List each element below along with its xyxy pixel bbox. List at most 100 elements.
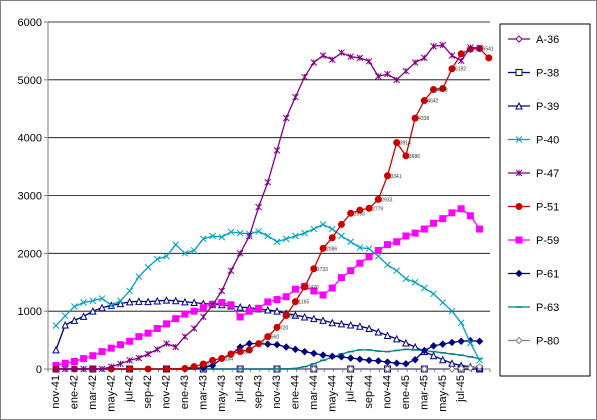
data-point	[209, 302, 216, 309]
legend-label: P-51	[536, 202, 559, 214]
data-point	[153, 296, 162, 305]
data-point	[172, 241, 180, 249]
data-point	[107, 344, 115, 352]
data-point	[402, 275, 410, 283]
data-point	[328, 56, 336, 63]
data-point	[346, 354, 355, 362]
data-point	[126, 365, 134, 373]
x-tick-label: may-43	[216, 375, 228, 412]
legend-label: P-40	[536, 135, 559, 147]
legend-marker	[515, 336, 523, 345]
data-point	[218, 298, 226, 306]
data-point	[393, 139, 401, 147]
data-point	[291, 298, 299, 306]
data-point	[384, 70, 391, 78]
data-label: 3341	[391, 174, 402, 180]
data-point	[190, 298, 198, 306]
data-point	[374, 327, 383, 336]
data-point	[393, 359, 401, 367]
data-label: 4338	[418, 116, 429, 122]
data-point	[153, 345, 161, 353]
data-point	[246, 232, 253, 240]
data-point	[457, 57, 465, 65]
data-point	[457, 337, 465, 345]
legend-marker	[515, 169, 523, 177]
data-point	[71, 365, 78, 373]
data-point	[273, 147, 281, 154]
data-point	[282, 235, 290, 243]
data-point	[117, 297, 124, 305]
x-tick-label: nov-41	[50, 375, 62, 409]
data-point	[310, 265, 318, 273]
legend-item-p-38: P-38	[508, 68, 559, 80]
legend-label: P-61	[536, 269, 559, 281]
data-point	[319, 351, 327, 359]
data-point	[190, 307, 198, 315]
data-label: 438	[262, 342, 271, 348]
legend-item-p-51: P-51	[508, 202, 559, 214]
data-point	[126, 337, 134, 345]
data-point	[420, 346, 429, 355]
data-point	[70, 357, 78, 365]
data-point	[52, 322, 60, 329]
data-point	[98, 303, 106, 312]
x-tick-label: sep-44	[363, 375, 375, 409]
data-point	[172, 315, 180, 323]
data-point	[218, 233, 226, 241]
data-point	[457, 364, 465, 373]
data-point	[439, 215, 447, 223]
data-label: 87	[206, 362, 212, 368]
data-point	[356, 206, 364, 214]
data-label: 924	[289, 314, 298, 320]
data-point	[337, 353, 346, 361]
data-point	[61, 359, 69, 367]
data-point	[310, 225, 318, 233]
data-point	[448, 65, 456, 73]
data-point	[291, 345, 300, 354]
data-point	[236, 348, 244, 356]
data-point	[402, 360, 410, 368]
data-point	[171, 296, 180, 305]
data-point	[365, 204, 373, 212]
data-point	[457, 50, 465, 58]
data-label: 2693	[354, 211, 365, 217]
x-tick-label: ene-44	[289, 375, 301, 409]
data-label: 184	[225, 356, 234, 362]
data-point	[135, 333, 143, 341]
data-point	[356, 54, 364, 62]
series-p-40	[52, 221, 483, 364]
data-point	[430, 290, 437, 298]
data-point	[236, 303, 244, 311]
legend-marker	[515, 136, 523, 143]
data-point	[383, 358, 392, 366]
data-point	[144, 329, 152, 337]
data-point	[439, 41, 447, 49]
data-point	[135, 354, 143, 362]
data-point	[135, 297, 143, 305]
data-point	[365, 245, 373, 253]
data-point	[374, 246, 382, 254]
data-point	[476, 44, 483, 52]
data-point	[383, 331, 392, 339]
legend-label: P-47	[536, 168, 559, 180]
series-p-59	[52, 205, 484, 370]
y-tick-label: 1000	[18, 306, 42, 318]
data-point	[98, 365, 106, 373]
legend-marker	[515, 236, 523, 244]
data-point	[347, 53, 355, 61]
data-point	[347, 238, 355, 246]
legend-item-a-36: A-36	[508, 34, 559, 46]
legend-item-p-40: P-40	[508, 135, 559, 147]
data-point	[144, 263, 152, 271]
data-point	[144, 365, 152, 373]
data-point	[337, 220, 345, 228]
data-point	[438, 355, 447, 364]
data-label: 4642	[427, 99, 438, 105]
data-point	[135, 273, 143, 280]
legend-item-p-63: P-63	[508, 302, 559, 314]
data-point	[236, 249, 244, 257]
data-point	[439, 299, 447, 306]
data-point	[476, 356, 483, 364]
data-point	[383, 365, 392, 373]
